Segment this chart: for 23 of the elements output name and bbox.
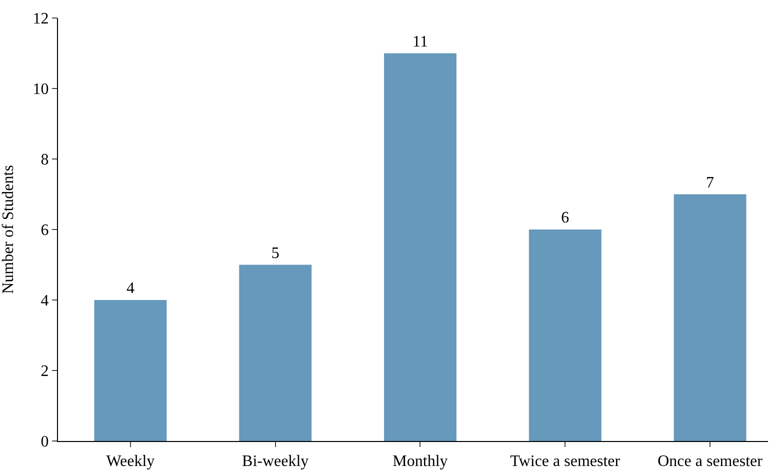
bar [674, 194, 746, 441]
bar [239, 264, 312, 441]
bar [528, 230, 602, 441]
y-tick-label: 4 [40, 292, 49, 310]
x-tick-label: Weekly [106, 453, 155, 470]
x-tick-label: Once a semester [658, 453, 764, 470]
y-tick-label: 0 [40, 434, 49, 451]
data-label: 4 [126, 280, 134, 297]
bar [94, 300, 167, 441]
data-label: 5 [271, 244, 280, 262]
y-tick-label: 10 [32, 81, 49, 98]
y-tick-label: 8 [40, 152, 49, 169]
data-label: 7 [706, 174, 714, 192]
x-tick-label: Twice a semester [510, 453, 621, 470]
y-tick-label: 2 [40, 363, 49, 380]
y-tick-label: 6 [40, 222, 49, 240]
x-tick-label: Monthly [392, 453, 448, 470]
x-tick-label: Bi-weekly [242, 453, 309, 470]
y-tick-label: 12 [32, 10, 49, 28]
data-label: 6 [561, 210, 570, 226]
bar [384, 53, 456, 441]
data-label: 11 [412, 33, 428, 50]
y-axis-title: Number of Students [0, 165, 17, 294]
